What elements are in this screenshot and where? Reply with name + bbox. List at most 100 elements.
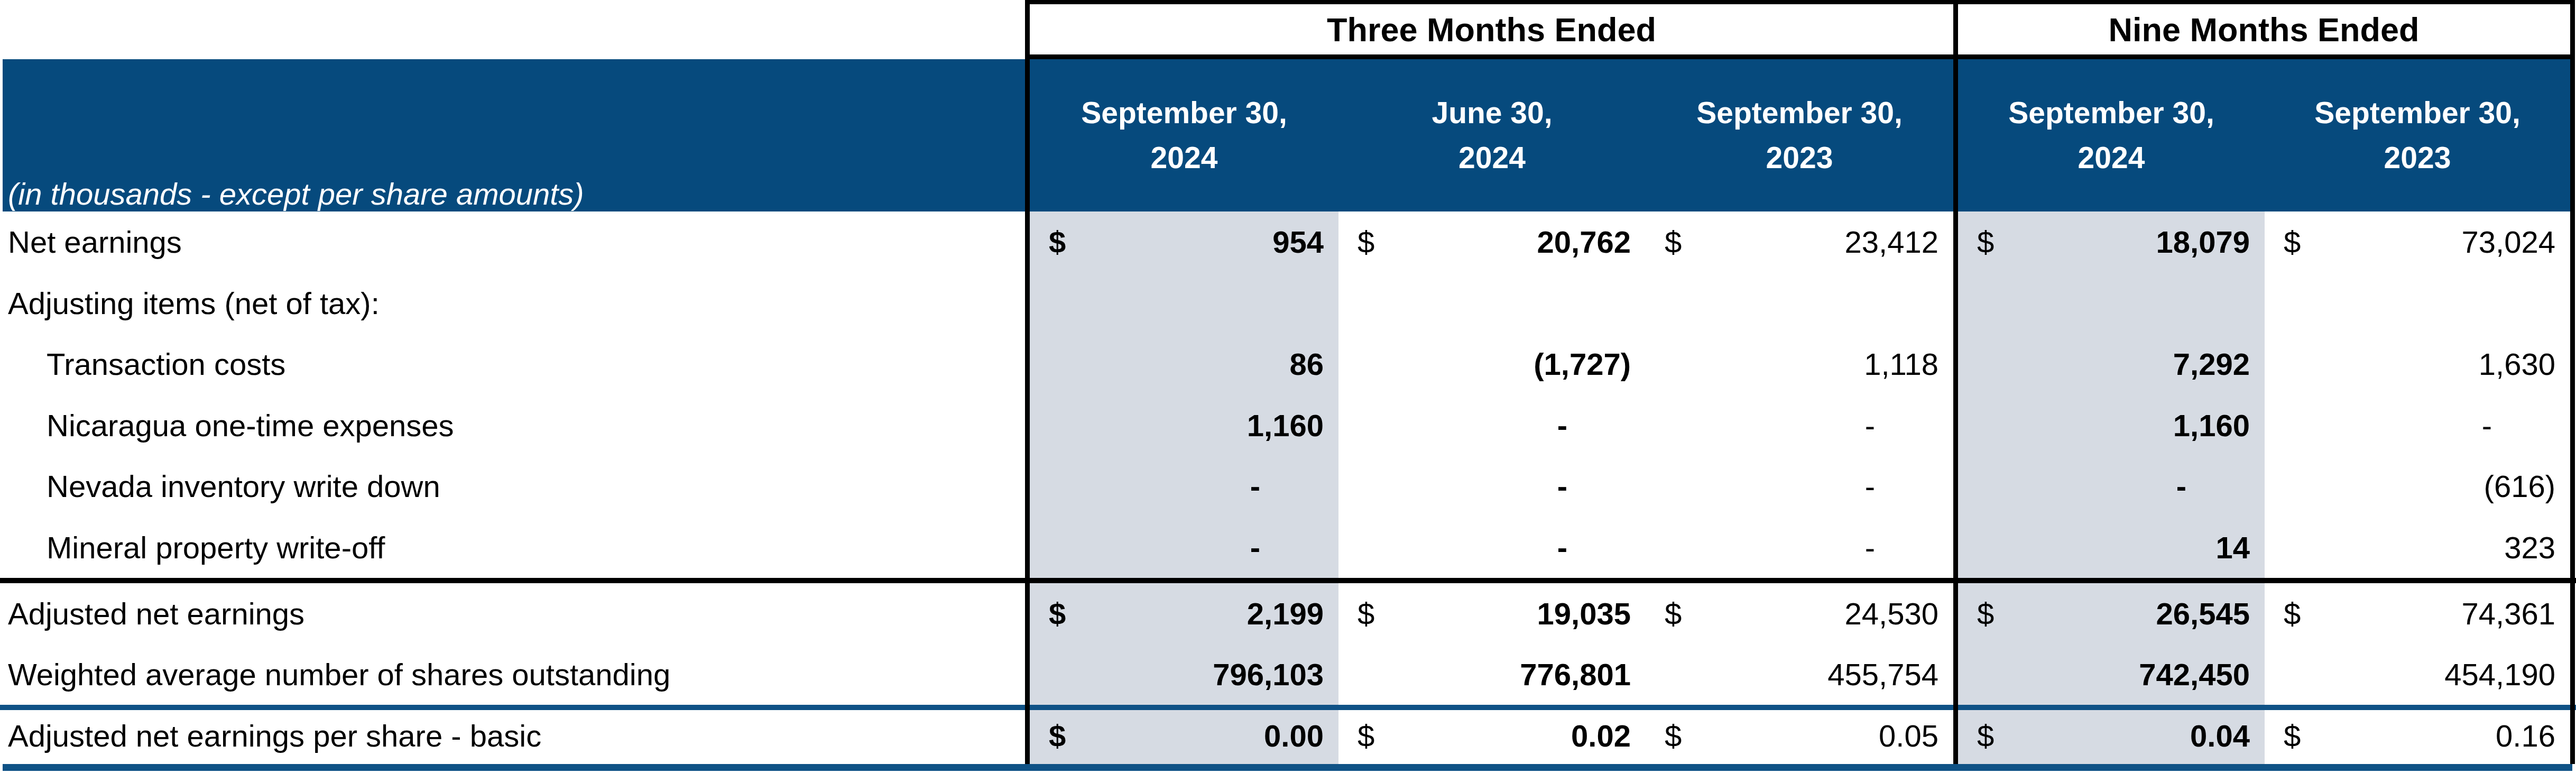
currency-symbol: $ xyxy=(1665,224,1682,260)
table-cell: 86 xyxy=(1030,334,1338,394)
column-header-line1: September 30, xyxy=(1696,98,1903,128)
column-header-line2: 2023 xyxy=(2384,143,2451,173)
table-cell: $ 0.05 xyxy=(1646,710,1953,761)
cell-value: 0.02 xyxy=(1571,718,1631,753)
cell-value: 0.05 xyxy=(1879,718,1938,753)
table-cell: 1,160 xyxy=(1958,394,2265,456)
column-header-line2: 2024 xyxy=(1458,143,1526,173)
cell-value: 1,118 xyxy=(1864,346,1938,382)
table-cell: 1,160 xyxy=(1030,394,1338,456)
table-cell: $ 73,024 xyxy=(2265,211,2570,272)
table-cell: - xyxy=(1030,456,1338,517)
cell-value: 1,160 xyxy=(2173,408,2250,443)
cell-value: - xyxy=(1250,530,1260,565)
table-cell: 455,754 xyxy=(1646,644,1953,705)
cell-value: - xyxy=(1250,468,1260,504)
row-label: Adjusted net earnings xyxy=(0,583,1020,644)
row-label: Net earnings xyxy=(0,211,1020,272)
cell-value: - xyxy=(1557,408,1567,443)
table-cell: 7,292 xyxy=(1958,334,2265,394)
cell-value: 0.16 xyxy=(2496,718,2555,753)
cell-value: 74,361 xyxy=(2462,596,2555,631)
table-row-mineral-writeoff: Mineral property write-off - - - 14 323 xyxy=(0,517,2576,578)
table-cell: 1,118 xyxy=(1646,334,1953,394)
row-label: Nicaragua one-time expenses xyxy=(0,394,1020,456)
cell-value: - xyxy=(1557,468,1567,504)
table-cell: - xyxy=(1646,517,1953,578)
currency-symbol: $ xyxy=(1358,596,1374,631)
column-header-sep30-2024-ytd: September 30, 2024 xyxy=(1958,59,2265,211)
row-label: Mineral property write-off xyxy=(0,517,1020,578)
per-share-rule-blue xyxy=(0,705,2576,710)
cell-value: - xyxy=(2482,408,2492,443)
cell-value: - xyxy=(1865,408,1875,443)
column-header-sep30-2023-q: September 30, 2023 xyxy=(1646,59,1953,211)
table-cell: $ 0.00 xyxy=(1030,710,1338,761)
table-cell: $ 954 xyxy=(1030,211,1338,272)
currency-symbol: $ xyxy=(1665,596,1682,631)
table-cell: - xyxy=(1030,517,1338,578)
table-cell: - xyxy=(1338,394,1646,456)
cell-value: - xyxy=(1865,530,1875,565)
cell-value: 19,035 xyxy=(1537,596,1631,631)
currency-symbol: $ xyxy=(1665,718,1682,753)
column-header-line1: September 30, xyxy=(2314,98,2520,128)
table-cell: $ 23,412 xyxy=(1646,211,1953,272)
table-cell: $ 0.16 xyxy=(2265,710,2570,761)
currency-symbol: $ xyxy=(1977,596,1994,631)
cell-value: 796,103 xyxy=(1213,657,1324,692)
cell-value: 20,762 xyxy=(1537,224,1631,260)
table-cell: 1,630 xyxy=(2265,334,2570,394)
cell-value: - xyxy=(1557,530,1567,565)
table-row-transaction-costs: Transaction costs 86 (1,727) 1,118 7,292… xyxy=(0,334,2576,394)
cell-value: 7,292 xyxy=(2173,346,2250,382)
currency-symbol: $ xyxy=(1977,718,1994,753)
table-cell: $ 26,545 xyxy=(1958,583,2265,644)
cell-value: (1,727) xyxy=(1534,346,1631,382)
row-label: Weighted average number of shares outsta… xyxy=(0,644,1020,705)
cell-value: 954 xyxy=(1272,224,1324,260)
cell-value: 24,530 xyxy=(1845,596,1938,631)
table-cell: (1,727) xyxy=(1338,334,1646,394)
table-cell: $ 24,530 xyxy=(1646,583,1953,644)
cell-value: 455,754 xyxy=(1827,657,1938,692)
cell-value: 0.04 xyxy=(2190,718,2250,753)
table-cell: 742,450 xyxy=(1958,644,2265,705)
currency-symbol: $ xyxy=(1049,596,1066,631)
cell-value: 26,545 xyxy=(2156,596,2250,631)
group-header-nine-months: Nine Months Ended xyxy=(1958,4,2570,54)
currency-symbol: $ xyxy=(1358,224,1374,260)
cell-value: 1,160 xyxy=(1247,408,1324,443)
row-label: Adjusted net earnings per share - basic xyxy=(0,710,1020,761)
cell-value: 0.00 xyxy=(1264,718,1324,753)
adjusted-net-earnings-table: Three Months Ended Nine Months Ended (in… xyxy=(0,0,2576,773)
group-header-three-months: Three Months Ended xyxy=(1030,4,1953,54)
table-cell: 776,801 xyxy=(1338,644,1646,705)
table-cell: - xyxy=(1338,456,1646,517)
cell-value: 1,630 xyxy=(2479,346,2555,382)
cell-value: 2,199 xyxy=(1247,596,1324,631)
cell-value: - xyxy=(1865,468,1875,504)
table-row-weighted-average-shares: Weighted average number of shares outsta… xyxy=(0,644,2576,705)
column-header-line2: 2023 xyxy=(1766,143,1833,173)
table-cell: - xyxy=(2265,394,2570,456)
table-bottom-bar xyxy=(3,764,2572,771)
table-cell: $ 0.04 xyxy=(1958,710,2265,761)
currency-symbol: $ xyxy=(2284,596,2301,631)
table-cell: $ 74,361 xyxy=(2265,583,2570,644)
cell-value: 73,024 xyxy=(2462,224,2555,260)
currency-symbol: $ xyxy=(1049,718,1066,753)
cell-value: 776,801 xyxy=(1520,657,1631,692)
table-cell: - xyxy=(1646,394,1953,456)
table-cell: $ 2,199 xyxy=(1030,583,1338,644)
column-header-line2: 2024 xyxy=(2078,143,2145,173)
table-cell: 454,190 xyxy=(2265,644,2570,705)
column-header-line1: September 30, xyxy=(2008,98,2214,128)
table-cell: $ 18,079 xyxy=(1958,211,2265,272)
table-row-adjusted-net-earnings: Adjusted net earnings $ 2,199 $ 19,035 $… xyxy=(0,583,2576,644)
column-header-line2: 2024 xyxy=(1151,143,1218,173)
table-cell: $ 20,762 xyxy=(1338,211,1646,272)
cell-value: 454,190 xyxy=(2444,657,2555,692)
unit-note: (in thousands - except per share amounts… xyxy=(8,59,1012,219)
table-row-eps-basic: Adjusted net earnings per share - basic … xyxy=(0,710,2576,761)
